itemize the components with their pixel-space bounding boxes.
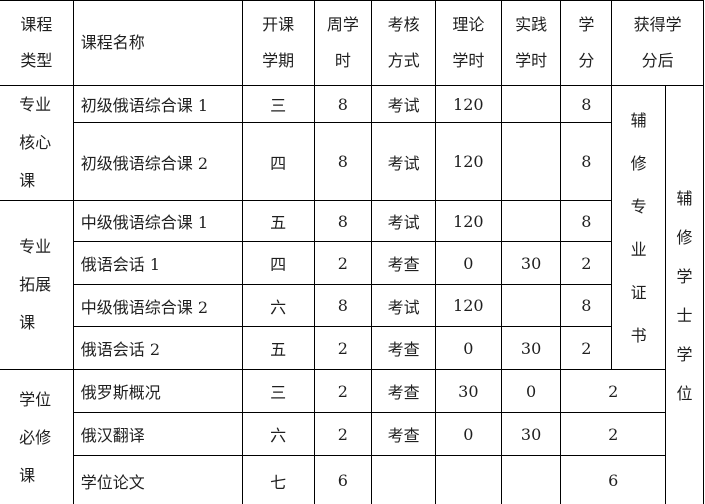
course-name-cell: 学位论文 [72,455,243,504]
course-name-cell: 中级俄语综合课 1 [72,200,243,242]
minor-certificate-label: 辅修专业证书 [630,110,647,345]
credits-cell: 6 [560,455,667,504]
header-course-name: 课程名称 [72,0,243,86]
weekly-hours-cell: 8 [313,200,373,242]
assessment-cell: 考查 [371,241,436,285]
semester-cell: 七 [241,455,315,504]
minor-degree-cell: 辅修学士学位 [665,85,704,504]
assessment-cell: 考查 [371,369,436,413]
assessment-cell [371,455,436,504]
weekly-hours-cell: 8 [313,84,373,124]
assessment-cell: 考试 [371,122,436,201]
credits-cell: 8 [560,122,613,201]
course-name-cell: 俄语会话 2 [72,326,243,370]
semester-cell: 四 [241,241,315,285]
header-theory-hours: 理论 学时 [434,0,502,86]
theory-hours-cell: 120 [434,200,502,242]
credits-cell: 8 [560,84,613,124]
theory-hours-cell: 120 [434,284,502,327]
assessment-cell: 考查 [371,326,436,370]
header-assessment-method: 考核 方式 [371,0,436,86]
theory-hours-cell: 120 [434,122,502,201]
practice-hours-cell [500,284,562,327]
weekly-hours-cell: 2 [313,241,373,285]
course-name-cell: 俄语会话 1 [72,241,243,285]
weekly-hours-cell: 2 [313,412,373,456]
course-row: 学位必修课 俄罗斯概况 三 2 考查 30 0 2 [0,369,704,504]
course-row: 专业拓展课 中级俄语综合课 1 五 8 考试 120 8 [0,200,704,370]
practice-hours-cell [500,200,562,242]
group-label: 专业拓展课 [19,237,52,332]
practice-hours-cell: 30 [500,412,562,456]
credits-cell: 2 [560,326,613,370]
credits-cell: 2 [560,369,667,413]
weekly-hours-cell: 8 [313,284,373,327]
minor-certificate-cell: 辅修专业证书 [611,85,667,370]
weekly-hours-cell: 2 [313,326,373,370]
credits-cell: 8 [560,200,613,242]
group-cell-core: 专业核心课 [0,85,74,201]
course-row: 俄语会话 2 五 2 考查 0 30 2 [0,326,704,370]
course-row: 专业核心课 初级俄语综合课 1 三 8 考试 120 8 辅修专业证书 辅修学士… [0,84,704,504]
course-row: 学位论文 七 6 6 [0,455,704,504]
minor-degree-label: 辅修学士学位 [676,188,693,403]
course-row: 俄汉翻译 六 2 考查 0 30 2 [0,412,704,456]
theory-hours-cell: 0 [434,241,502,285]
weekly-hours-cell: 6 [313,455,373,504]
course-name-cell: 中级俄语综合课 2 [72,284,243,327]
semester-cell: 六 [241,412,315,456]
course-name-cell: 初级俄语综合课 1 [72,84,243,124]
semester-cell: 五 [241,326,315,370]
course-row: 初级俄语综合课 2 四 8 考试 120 8 [0,122,704,201]
semester-cell: 五 [241,200,315,242]
header-semester: 开课 学期 [241,0,315,86]
course-row: 中级俄语综合课 2 六 8 考试 120 8 [0,284,704,327]
credits-cell: 2 [560,412,667,456]
theory-hours-cell [434,455,502,504]
group-cell-extension: 专业拓展课 [0,200,74,370]
practice-hours-cell: 30 [500,326,562,370]
theory-hours-cell: 0 [434,326,502,370]
assessment-cell: 考试 [371,200,436,242]
group-label: 专业核心课 [19,95,52,190]
practice-hours-cell [500,84,562,124]
semester-cell: 三 [241,369,315,413]
practice-hours-cell: 30 [500,241,562,285]
assessment-cell: 考试 [371,84,436,124]
course-name-cell: 俄罗斯概况 [72,369,243,413]
assessment-cell: 考试 [371,284,436,327]
weekly-hours-cell: 8 [313,122,373,201]
semester-cell: 三 [241,84,315,124]
semester-cell: 四 [241,122,315,201]
header-after-credits: 获得学 分后 [611,0,704,86]
group-label: 学位必修课 [19,389,52,485]
group-cell-degree-required: 学位必修课 [0,369,74,504]
course-name-cell: 俄汉翻译 [72,412,243,456]
practice-hours-cell [500,455,562,504]
credits-cell: 8 [560,284,613,327]
assessment-cell: 考查 [371,412,436,456]
theory-hours-cell: 0 [434,412,502,456]
header-practice-hours: 实践 学时 [500,0,562,86]
semester-cell: 六 [241,284,315,327]
weekly-hours-cell: 2 [313,369,373,413]
theory-hours-cell: 120 [434,84,502,124]
course-name-cell: 初级俄语综合课 2 [72,122,243,201]
header-weekly-hours: 周学 时 [313,0,373,86]
header-row: 课程 类型 课程名称 开课 学期 周学 时 考核 方式 理论 学时 实践 学时 … [0,0,704,86]
theory-hours-cell: 30 [434,369,502,413]
practice-hours-cell [500,122,562,201]
course-row: 俄语会话 1 四 2 考查 0 30 2 [0,241,704,285]
header-credits: 学 分 [560,0,613,86]
header-course-type: 课程 类型 [0,0,74,86]
practice-hours-cell: 0 [500,369,562,413]
credits-cell: 2 [560,241,613,285]
